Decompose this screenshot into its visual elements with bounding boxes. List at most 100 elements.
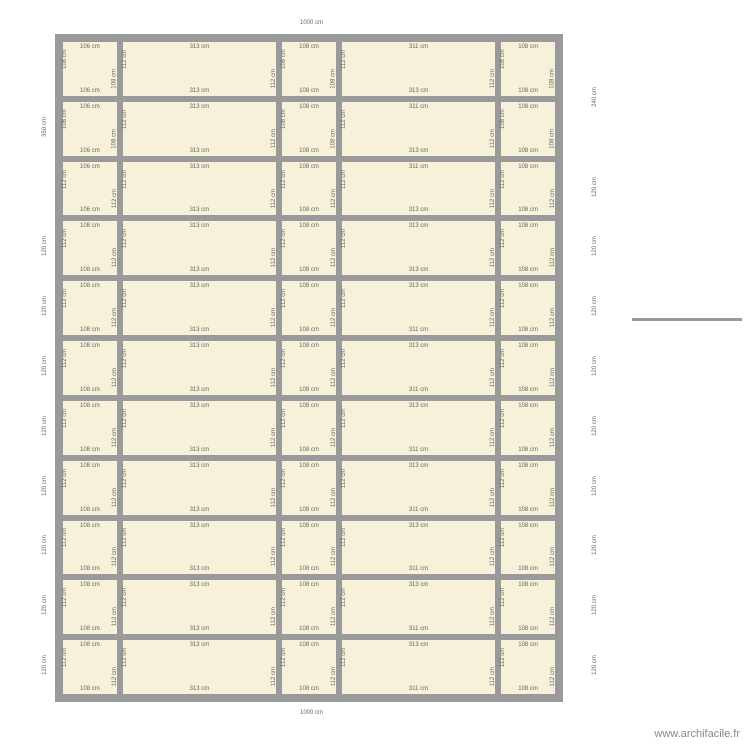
- dim-top: 108 cm: [299, 463, 319, 469]
- dim-right: 112 cm: [331, 607, 337, 626]
- dim-bottom: 108 cm: [518, 447, 538, 453]
- plan-cell: 313 cm311 cm112 cm112 cm: [339, 458, 498, 518]
- dim-top: 313 cm: [409, 642, 429, 648]
- plan-cell: 313 cm313 cm112 cm112 cm: [120, 398, 279, 458]
- plan-cell: 313 cm313 cm112 cm112 cm: [120, 458, 279, 518]
- plan-cell: 313 cm311 cm112 cm112 cm: [339, 518, 498, 578]
- dim-left: 112 cm: [281, 289, 287, 308]
- dim-top: 313 cm: [409, 283, 429, 289]
- dim-left: 112 cm: [500, 648, 506, 667]
- dim-left: 112 cm: [62, 528, 68, 547]
- dim-bottom: 108 cm: [518, 148, 538, 154]
- dim-right: 112 cm: [271, 308, 277, 327]
- dim-bottom: 311 cm: [409, 387, 428, 393]
- ext-height-label: 120 cm: [42, 655, 48, 675]
- dim-bottom: 108 cm: [518, 507, 538, 513]
- dim-top: 313 cm: [190, 582, 210, 588]
- dim-left: 112 cm: [341, 50, 347, 69]
- dim-right: 112 cm: [490, 129, 496, 148]
- floor-plan: 106 cm106 cm108 cm108 cm313 cm313 cm112 …: [55, 34, 563, 702]
- plan-cell: 313 cm313 cm112 cm112 cm: [120, 39, 279, 99]
- ext-height-label: 120 cm: [592, 416, 598, 436]
- dim-bottom: 108 cm: [518, 387, 538, 393]
- plan-cell: 108 cm108 cm112 cm112 cm: [498, 577, 558, 637]
- plan-row: 108 cm 108 cm 112 cm 112 cm 313 cm 313 cm 112 …: [60, 637, 558, 697]
- plan-cell: 313 cm313 cm112 cm112 cm: [120, 278, 279, 338]
- dim-top: 108 cm: [80, 283, 100, 289]
- dim-right: 112 cm: [550, 428, 556, 447]
- scale-ruler: [632, 318, 742, 321]
- dim-top: 313 cm: [190, 104, 210, 110]
- dim-right: 112 cm: [550, 667, 556, 686]
- dim-left: 112 cm: [281, 409, 287, 428]
- plan-cell: 108 cm108 cm112 cm112 cm: [279, 218, 339, 278]
- dim-bottom: 313 cm: [409, 267, 429, 273]
- dim-bottom: 313 cm: [190, 447, 210, 453]
- dim-right: 112 cm: [271, 69, 277, 88]
- plan-cell: 108 cm108 cm112 cm112 cm: [498, 637, 558, 697]
- dim-top: 311 cm: [409, 164, 428, 170]
- dim-right: 112 cm: [331, 368, 337, 387]
- plan-row: 106 cm106 cm112 cm112 cm313 cm313 cm112 …: [60, 159, 558, 219]
- dim-top: 108 cm: [80, 642, 100, 648]
- dim-top: 108 cm: [518, 223, 538, 229]
- dim-bottom: 108 cm: [299, 507, 319, 513]
- dim-top: 311 cm: [409, 104, 428, 110]
- dim-left: 112 cm: [500, 588, 506, 607]
- dim-left: 108 cm: [281, 49, 287, 69]
- dim-bottom: 108 cm: [518, 566, 538, 572]
- dim-right: 112 cm: [112, 547, 118, 566]
- dim-left: 112 cm: [341, 528, 347, 547]
- dim-left: 108 cm: [62, 49, 68, 69]
- dim-bottom: 311 cm: [409, 626, 428, 632]
- dim-left: 112 cm: [341, 409, 347, 428]
- dim-top: 108 cm: [518, 44, 538, 50]
- dim-right: 112 cm: [550, 488, 556, 507]
- ext-height-label: 120 cm: [42, 536, 48, 556]
- dim-top: 313 cm: [409, 403, 429, 409]
- dim-top: 108 cm: [80, 463, 100, 469]
- dim-top: 313 cm: [190, 463, 210, 469]
- dim-bottom: 313 cm: [190, 507, 210, 513]
- dim-bottom: 108 cm: [80, 267, 100, 273]
- ext-height-label: 120 cm: [42, 356, 48, 376]
- plan-row: 108 cm108 cm112 cm112 cm313 cm313 cm112 …: [60, 577, 558, 637]
- dim-right: 112 cm: [271, 129, 277, 148]
- dim-right: 112 cm: [112, 189, 118, 208]
- plan-cell: 108 cm108 cm108 cm108 cm: [279, 39, 339, 99]
- ext-height-label: 120 cm: [592, 476, 598, 496]
- dim-bottom: 106 cm: [80, 148, 100, 154]
- dim-left: 112 cm: [281, 169, 287, 188]
- dim-right: 112 cm: [112, 667, 118, 686]
- dim-top: 108 cm: [299, 523, 319, 529]
- dim-top: 313 cm: [409, 343, 429, 349]
- dim-bottom: 108 cm: [518, 267, 538, 273]
- dim-right: 112 cm: [271, 368, 277, 387]
- dim-top: 108 cm: [299, 164, 319, 170]
- plan-cell: 108 cm108 cm112 cm112 cm: [60, 218, 120, 278]
- dim-bottom: 106 cm: [80, 88, 100, 94]
- dim-bottom: 108 cm: [80, 447, 100, 453]
- dim-right: 112 cm: [271, 488, 277, 507]
- dim-right: 112 cm: [112, 607, 118, 626]
- dim-left: 112 cm: [62, 409, 68, 428]
- dim-top: 108 cm: [80, 403, 100, 409]
- dim-left: 112 cm: [281, 648, 287, 667]
- dim-top: 313 cm: [190, 44, 210, 50]
- dim-bottom: 313 cm: [190, 686, 210, 692]
- dim-top: 108 cm: [299, 223, 319, 229]
- plan-row: 108 cm108 cm112 cm112 cm313 cm313 cm112 …: [60, 338, 558, 398]
- dim-right: 112 cm: [271, 607, 277, 626]
- plan-cell: 313 cm313 cm112 cm112 cm: [120, 99, 279, 159]
- ext-height-label: 120 cm: [592, 595, 598, 615]
- plan-cell: 106 cm106 cm108 cm108 cm: [60, 39, 120, 99]
- dim-top: 108 cm: [299, 403, 319, 409]
- dim-right: 112 cm: [490, 248, 496, 267]
- dim-bottom: 108 cm: [299, 88, 319, 94]
- dim-bottom: 108 cm: [80, 686, 100, 692]
- dim-top: 106 cm: [80, 104, 100, 110]
- plan-cell: 108 cm108 cm112 cm112 cm: [60, 577, 120, 637]
- dim-top: 106 cm: [80, 44, 100, 50]
- dim-left: 112 cm: [500, 528, 506, 547]
- ext-height-label: 240 cm: [592, 87, 598, 107]
